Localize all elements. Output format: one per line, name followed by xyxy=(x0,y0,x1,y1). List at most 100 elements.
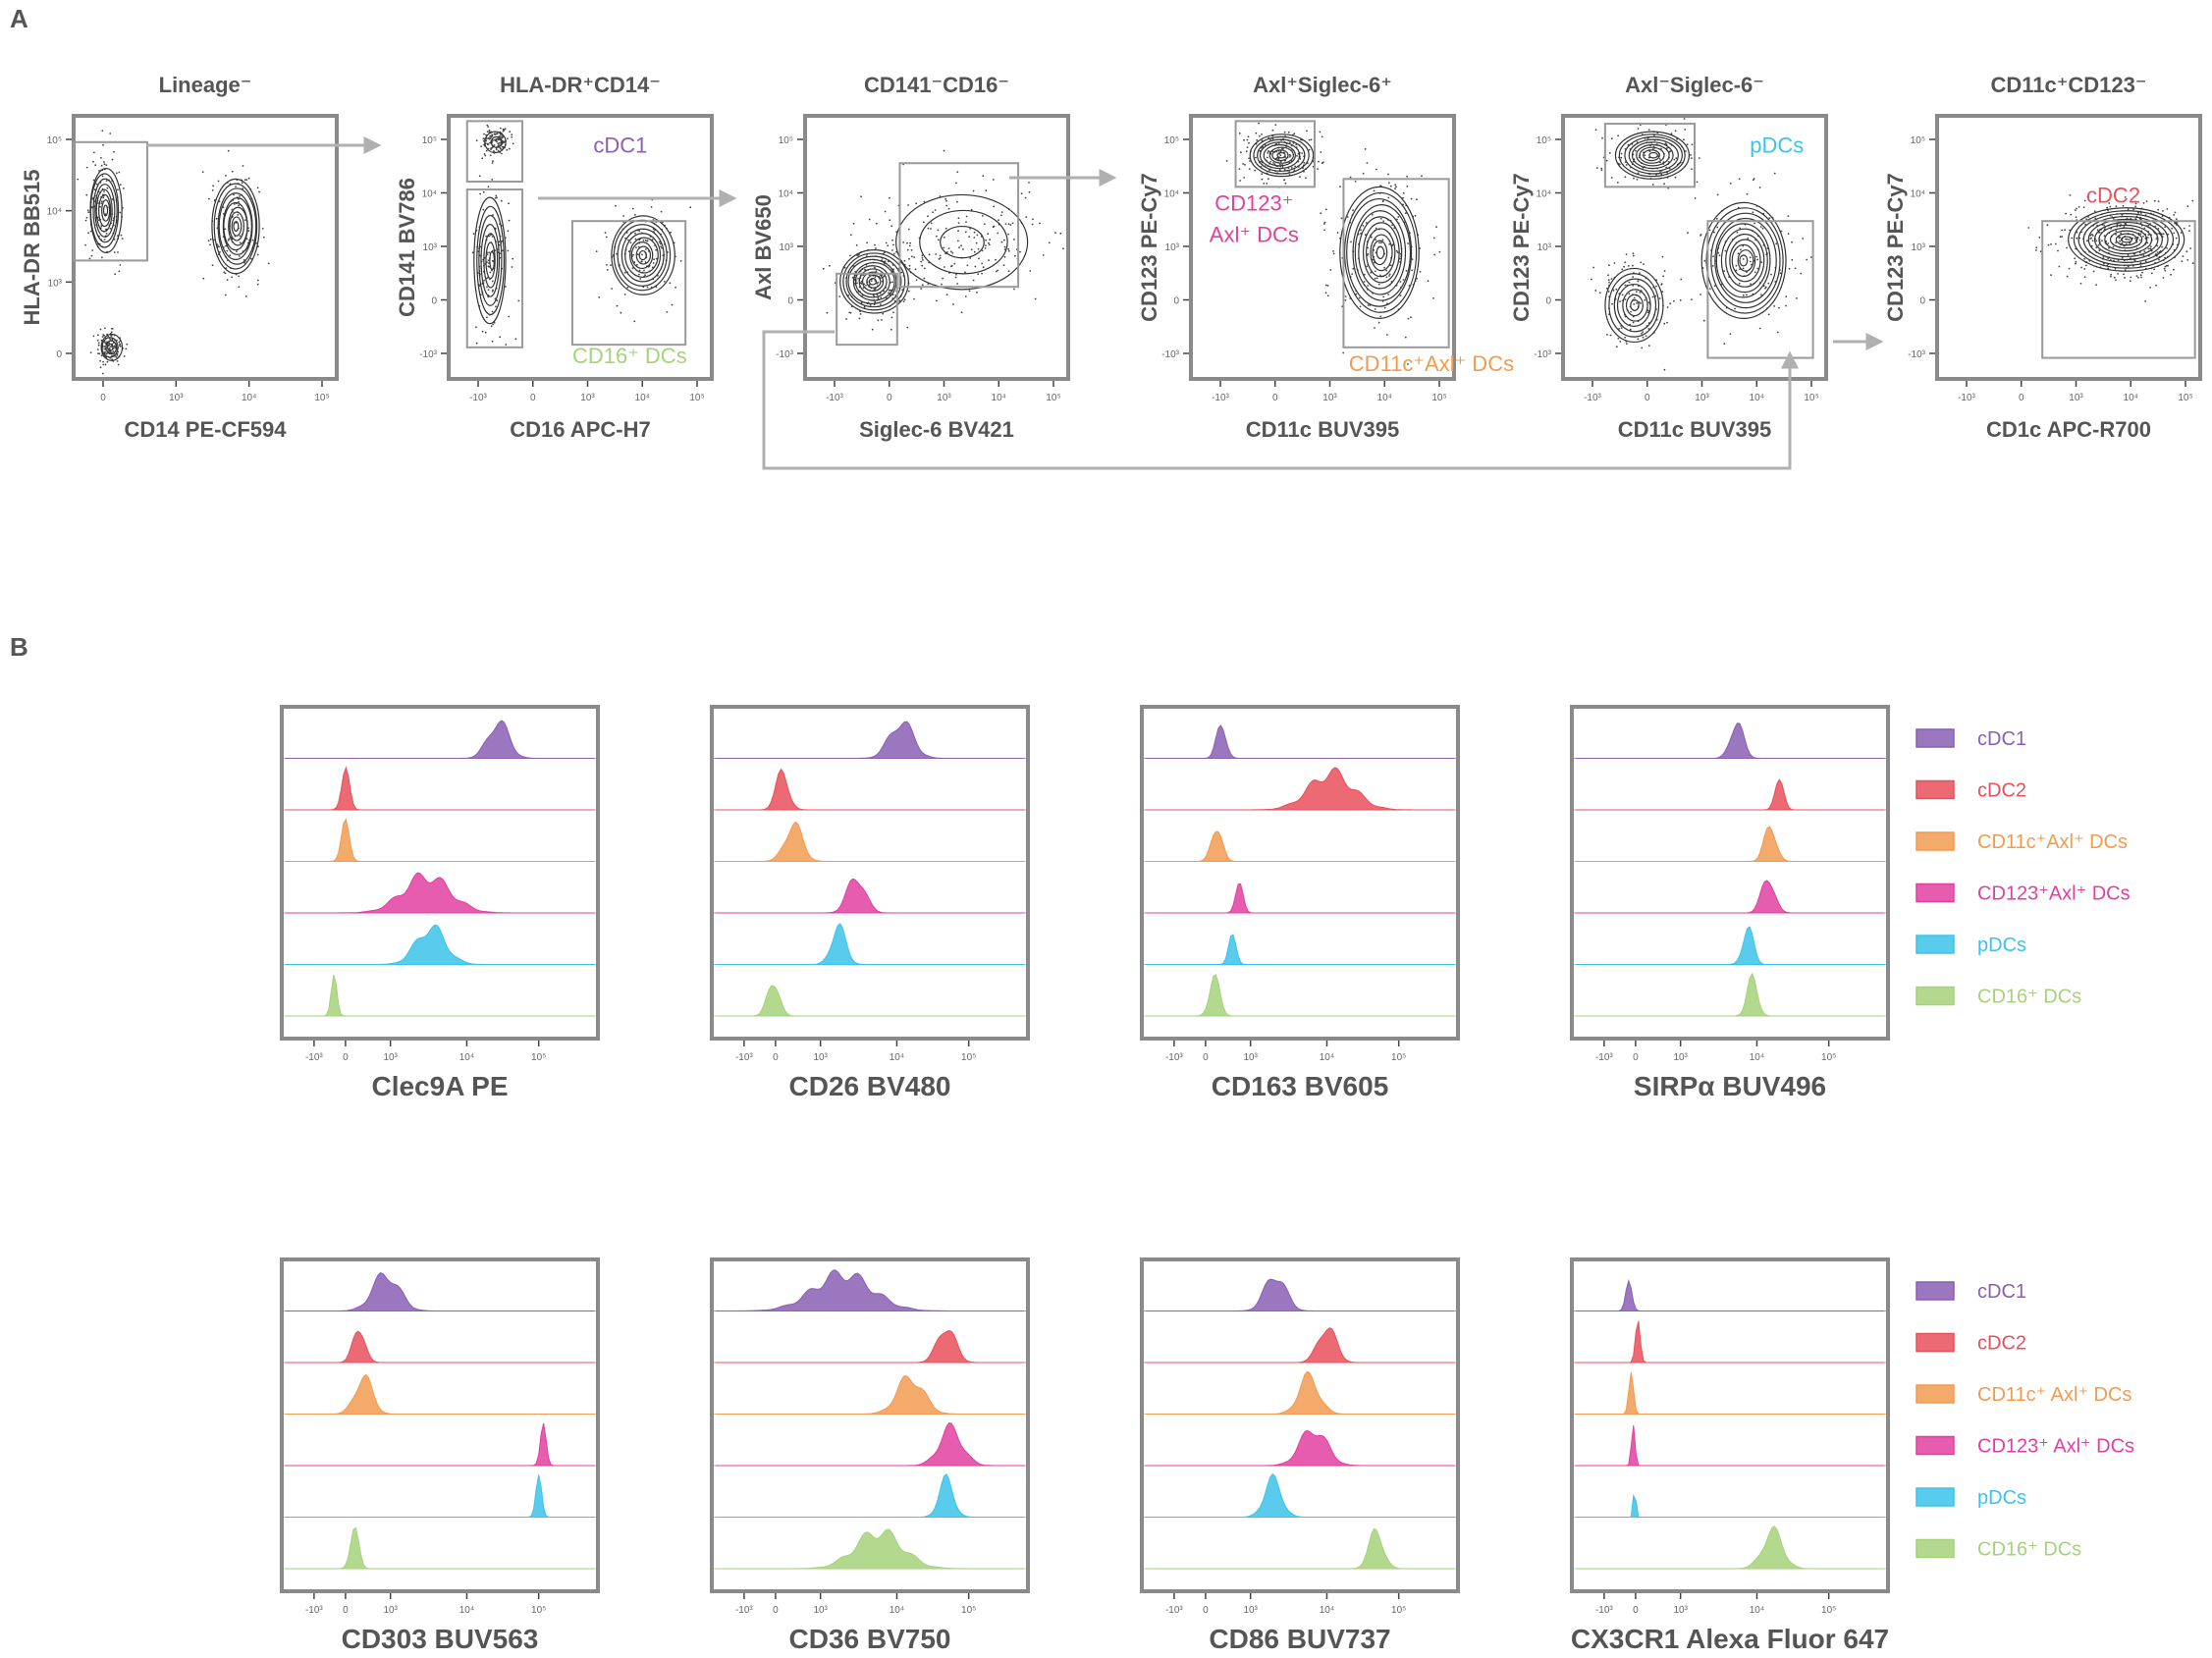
event-dot xyxy=(2186,205,2189,208)
event-dot xyxy=(1245,150,1248,153)
contour-line xyxy=(1276,151,1286,159)
event-dot xyxy=(108,342,111,345)
x-tick-label: -10³ xyxy=(1595,1605,1613,1616)
event-dot xyxy=(907,228,910,231)
event-dot xyxy=(2079,283,2082,285)
event-dot xyxy=(946,251,948,253)
event-dot xyxy=(875,247,877,249)
histogram-panel: -10³ 0 10³ 10⁴ 10⁵ SIRPα BUV496 xyxy=(1570,705,1890,1101)
contour-line xyxy=(1352,204,1412,301)
event-dot xyxy=(2120,232,2123,235)
event-dot xyxy=(939,254,942,257)
event-dot xyxy=(1402,279,1405,281)
event-dot xyxy=(860,282,863,285)
event-dot xyxy=(110,331,113,334)
event-dot xyxy=(267,262,270,265)
event-dot xyxy=(639,278,642,280)
event-dot xyxy=(1256,138,1259,141)
event-dot xyxy=(1608,281,1610,284)
gating-flow-arrow xyxy=(762,330,1799,470)
event-dot xyxy=(1620,152,1623,155)
event-dot xyxy=(1284,182,1287,185)
event-dot xyxy=(1610,278,1613,280)
event-dot xyxy=(1629,328,1632,331)
event-dot xyxy=(487,259,490,262)
x-tick-label: -10³ xyxy=(305,1052,323,1063)
event-dot xyxy=(97,202,99,204)
histogram-curve xyxy=(286,872,594,914)
event-dot xyxy=(1679,298,1682,301)
event-dot xyxy=(652,262,655,264)
event-dot xyxy=(485,235,487,238)
event-dot xyxy=(95,183,98,186)
event-dot xyxy=(489,134,491,137)
event-dot xyxy=(1289,155,1291,158)
event-dot xyxy=(969,257,972,259)
event-dot xyxy=(118,270,121,273)
event-dot xyxy=(892,252,895,255)
event-dot xyxy=(491,179,494,181)
x-tick-label: 10⁵ xyxy=(2178,393,2192,403)
event-dot xyxy=(2095,240,2098,242)
histogram-curve xyxy=(1576,1493,1884,1518)
event-dot xyxy=(982,175,985,178)
event-dot xyxy=(1004,223,1007,226)
event-dot xyxy=(486,131,489,134)
event-dot xyxy=(109,338,112,341)
event-dot xyxy=(1261,178,1264,181)
event-dot xyxy=(1628,281,1631,284)
y-tick-label: 10³ xyxy=(780,242,794,253)
event-dot xyxy=(966,264,969,267)
event-dot xyxy=(489,141,491,144)
event-dot xyxy=(2110,275,2112,278)
event-dot xyxy=(239,235,242,238)
event-dot xyxy=(1261,173,1264,176)
event-dot xyxy=(1000,241,1003,243)
event-dot xyxy=(2091,235,2094,237)
histogram-curve xyxy=(286,1272,594,1311)
event-dot xyxy=(503,140,506,143)
event-dot xyxy=(968,236,970,239)
event-dot xyxy=(989,239,991,241)
x-axis-label: CD11c BUV395 xyxy=(1618,417,1772,442)
event-dot xyxy=(1383,306,1386,309)
event-dot xyxy=(1003,245,1006,248)
event-dot xyxy=(1260,160,1262,163)
histogram-curve xyxy=(286,1373,594,1415)
event-dot xyxy=(1258,134,1261,137)
event-dot xyxy=(856,282,858,285)
event-dot xyxy=(1739,227,1741,230)
event-dot xyxy=(102,360,104,363)
event-dot xyxy=(981,249,984,252)
legend-swatch xyxy=(1915,1281,1955,1301)
contour-line xyxy=(222,197,252,256)
marker-label: CD36 BV750 xyxy=(789,1624,951,1654)
event-dot xyxy=(974,265,977,268)
histogram-panel: -10³ 0 10³ 10⁴ 10⁵ CD36 BV750 xyxy=(710,1257,1030,1654)
event-dot xyxy=(1013,288,1015,291)
x-tick-label: 0 xyxy=(530,393,536,403)
event-dot xyxy=(1655,285,1657,288)
marker-label: CD86 BUV737 xyxy=(1209,1624,1390,1654)
x-tick-label: 10⁴ xyxy=(2124,393,2138,403)
event-dot xyxy=(949,250,952,253)
event-dot xyxy=(88,257,91,260)
event-dot xyxy=(857,254,859,257)
event-dot xyxy=(1308,138,1311,141)
event-dot xyxy=(2150,272,2153,275)
event-dot xyxy=(1032,218,1034,221)
histogram-curve xyxy=(286,766,594,811)
contour-line xyxy=(895,193,1029,291)
event-dot xyxy=(610,264,612,267)
event-dot xyxy=(937,229,940,232)
contour-line xyxy=(845,255,902,308)
contour-line xyxy=(1358,216,1403,290)
event-dot xyxy=(2164,256,2167,259)
event-dot xyxy=(944,266,945,268)
event-dot xyxy=(965,221,967,224)
event-dot xyxy=(2156,244,2159,247)
contour-line xyxy=(101,199,111,222)
event-dot xyxy=(2164,226,2167,229)
event-dot xyxy=(117,363,120,366)
contour-line xyxy=(490,135,503,148)
